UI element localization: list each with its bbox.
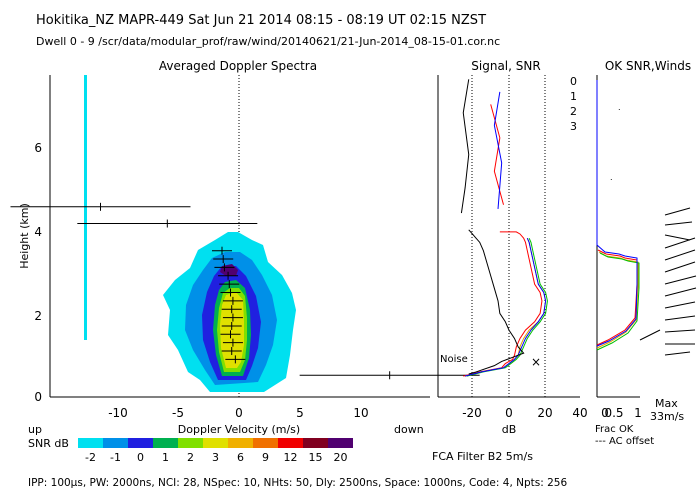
- signal-upper-2: [493, 91, 503, 209]
- signal-line-2: [466, 237, 548, 377]
- ok-winds-panel: . . 0 0.5 1 Max 33m/s Frac OK --- AC off…: [595, 75, 697, 447]
- x-tick-label: -10: [108, 406, 128, 420]
- header-line1: Hokitika_NZ MAPR-449 Sat Jun 21 2014 08:…: [36, 13, 486, 28]
- max-speed-label: 33m/s: [650, 410, 684, 423]
- signal-line-4: [468, 229, 525, 375]
- max-label: Max: [655, 397, 678, 410]
- x-tick-label: 10: [353, 406, 368, 420]
- snr-swatch: [153, 438, 178, 448]
- snr-swatch-label: 9: [262, 451, 269, 464]
- ok-line-beam-3: [596, 80, 638, 347]
- up-label: up: [28, 423, 42, 436]
- signal-x-tick: 0: [505, 406, 513, 420]
- beam-label-3: 3: [570, 120, 577, 133]
- frac-ok-label: Frac OK: [595, 424, 634, 435]
- signal-line-0: [463, 231, 543, 377]
- snr-swatch-label: -2: [85, 451, 96, 464]
- signal-x-tick: -20: [462, 406, 482, 420]
- signal-line-3: [464, 237, 547, 377]
- noise-label: Noise: [440, 354, 468, 365]
- snr-swatch: [228, 438, 253, 448]
- signal-upper-1: [490, 104, 504, 205]
- x-tick-label: 5: [296, 406, 304, 420]
- snr-swatch-label: 0: [137, 451, 144, 464]
- snr-swatch: [128, 438, 153, 448]
- snr-swatch-label: 1: [162, 451, 169, 464]
- snr-swatch-label: 15: [309, 451, 323, 464]
- noise-column: [84, 75, 87, 340]
- ac-offset-label: --- AC offset: [595, 436, 654, 447]
- snr-swatch-label: 6: [237, 451, 244, 464]
- snr-swatch: [178, 438, 203, 448]
- x-axis-label: Doppler Velocity (m/s): [178, 423, 300, 436]
- snr-swatch: [278, 438, 303, 448]
- signal-x-label: dB: [502, 423, 517, 436]
- snr-swatch-label: 3: [212, 451, 219, 464]
- snr-swatch: [78, 438, 103, 448]
- beam-label-2: 2: [570, 105, 577, 118]
- ok-x-tick: 0: [601, 406, 609, 420]
- noise-mark-icon: ×: [531, 355, 541, 369]
- x-tick-label: -5: [172, 406, 184, 420]
- y-tick-label: 4: [34, 225, 42, 239]
- snr-swatch: [303, 438, 328, 448]
- ok-dot: .: [610, 173, 613, 182]
- ok-line-beam-0: [596, 249, 638, 346]
- beam-legend: 0 1 2 3: [570, 75, 577, 133]
- params-label: IPP: 100µs, PW: 2000ns, NCI: 28, NSpec: …: [28, 477, 567, 489]
- filter-label: FCA Filter B2 5m/s: [432, 450, 533, 463]
- ok-line-beam-1: [596, 251, 639, 349]
- beam-label-1: 1: [570, 90, 577, 103]
- snr-swatch: [253, 438, 278, 448]
- x-tick-label: 0: [235, 406, 243, 420]
- down-label: down: [394, 423, 424, 436]
- y-tick-label: 2: [34, 309, 42, 323]
- ok-title: OK SNR,Winds: [605, 59, 691, 73]
- signal-panel: -20 0 20 40 dB Noise ×: [437, 75, 588, 436]
- snr-swatch-label: 20: [334, 451, 348, 464]
- y-axis-label: Height (km): [18, 203, 31, 269]
- spectra-ticks: -10 -5 0 5 10 0 2 4 6: [34, 141, 368, 420]
- snr-contour-core: [220, 292, 244, 368]
- ok-dot: .: [618, 103, 621, 112]
- wind-barbs: [639, 207, 697, 356]
- signal-x-tick: 40: [572, 406, 587, 420]
- snr-swatch: [328, 438, 353, 448]
- peak-velocity-marks: [211, 246, 246, 364]
- ok-x-tick: 1: [634, 406, 642, 420]
- signal-title: Signal, SNR: [471, 59, 540, 73]
- spectra-panel: -10 -5 0 5 10 0 2 4 6 Height (km) Dopple…: [10, 75, 480, 436]
- snr-scale-title: SNR dB: [28, 437, 69, 450]
- y-tick-label: 6: [34, 141, 42, 155]
- signal-series: [460, 79, 548, 377]
- snr-swatch-label: 12: [284, 451, 298, 464]
- snr-swatch: [203, 438, 228, 448]
- snr-swatch-label: -1: [110, 451, 121, 464]
- signal-upper-0: [460, 79, 470, 214]
- ok-x-tick: 0.5: [604, 406, 623, 420]
- ok-line-beam-2: [596, 252, 640, 351]
- beam-label-0: 0: [570, 75, 577, 88]
- snr-swatch: [103, 438, 128, 448]
- header-line2: Dwell 0 - 9 /scr/data/modular_prof/raw/w…: [36, 35, 500, 48]
- snr-color-scale: SNR dB -2 -1 0 1 2 3 6 9 12 15 20: [28, 437, 353, 464]
- signal-x-tick: 20: [537, 406, 552, 420]
- outlier-estimates: [10, 202, 480, 380]
- y-tick-label: 0: [34, 390, 42, 404]
- spectra-title: Averaged Doppler Spectra: [159, 59, 317, 73]
- snr-swatch-label: 2: [187, 451, 194, 464]
